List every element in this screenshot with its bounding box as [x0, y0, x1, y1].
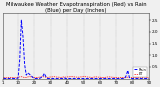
Legend: Rain, ET: Rain, ET — [133, 67, 147, 77]
Title: Milwaukee Weather Evapotranspiration (Red) vs Rain (Blue) per Day (Inches): Milwaukee Weather Evapotranspiration (Re… — [6, 2, 147, 13]
